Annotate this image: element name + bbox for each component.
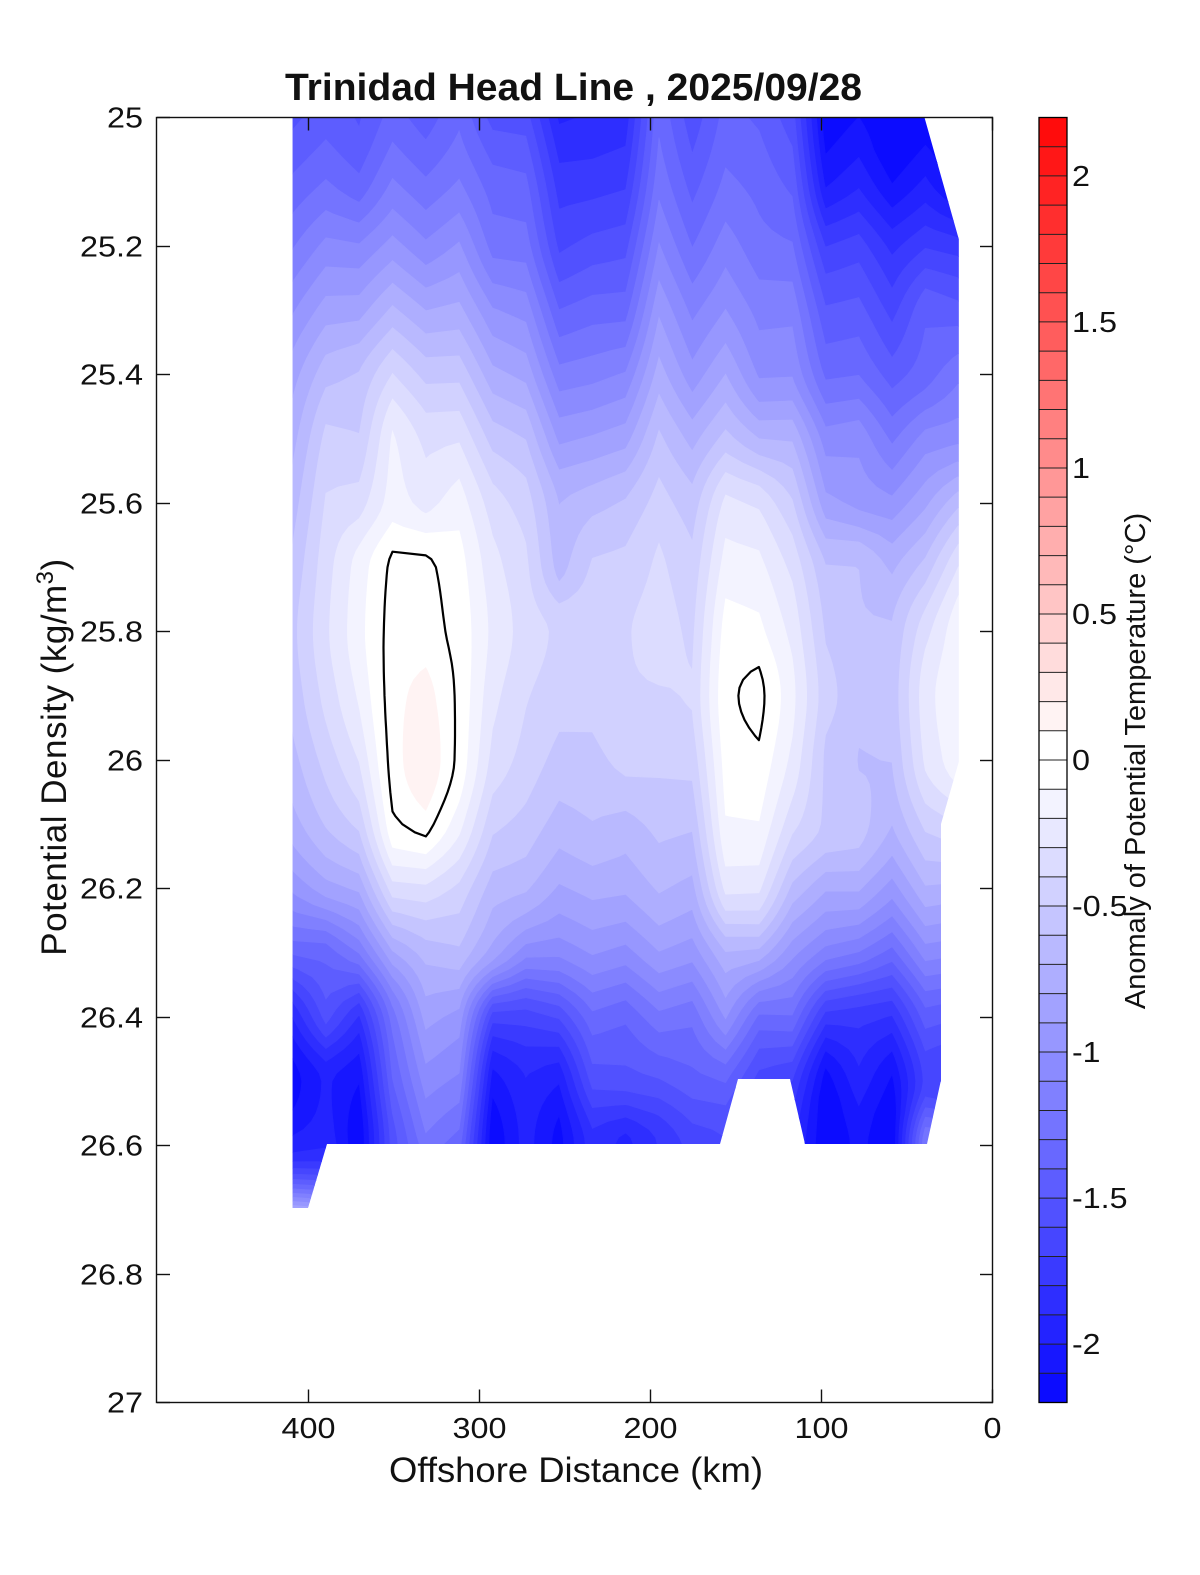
svg-text:-2: -2 xyxy=(1072,1329,1101,1361)
svg-text:25.2: 25.2 xyxy=(80,232,143,264)
svg-text:26: 26 xyxy=(107,746,143,778)
svg-text:0.5: 0.5 xyxy=(1072,599,1117,631)
svg-text:-0.5: -0.5 xyxy=(1072,891,1128,923)
svg-text:300: 300 xyxy=(453,1413,507,1445)
svg-text:Trinidad Head Line , 2025/09/2: Trinidad Head Line , 2025/09/28 xyxy=(285,67,862,109)
svg-text:1: 1 xyxy=(1072,453,1090,485)
svg-text:25.8: 25.8 xyxy=(80,617,143,649)
svg-text:26.4: 26.4 xyxy=(80,1003,143,1035)
svg-text:25.6: 25.6 xyxy=(80,489,143,521)
svg-text:25: 25 xyxy=(107,103,143,135)
svg-text:Anomaly of Potential Temperatu: Anomaly of Potential Temperature (°C) xyxy=(1120,513,1152,1009)
svg-text:Potential Density (kg/m3): Potential Density (kg/m3) xyxy=(32,558,74,955)
svg-text:27: 27 xyxy=(107,1388,143,1420)
svg-text:200: 200 xyxy=(624,1413,678,1445)
svg-text:0: 0 xyxy=(1072,745,1090,777)
svg-text:400: 400 xyxy=(282,1413,336,1445)
svg-text:Offshore Distance (km): Offshore Distance (km) xyxy=(389,1451,763,1490)
svg-text:0: 0 xyxy=(984,1413,1002,1445)
svg-text:26.6: 26.6 xyxy=(80,1131,143,1163)
svg-text:100: 100 xyxy=(795,1413,849,1445)
svg-text:2: 2 xyxy=(1072,161,1090,193)
svg-text:26.2: 26.2 xyxy=(80,874,143,906)
svg-text:-1: -1 xyxy=(1072,1037,1101,1069)
svg-text:26.8: 26.8 xyxy=(80,1260,143,1292)
svg-text:1.5: 1.5 xyxy=(1072,307,1117,339)
svg-text:25.4: 25.4 xyxy=(80,360,143,392)
svg-text:-1.5: -1.5 xyxy=(1072,1183,1128,1215)
